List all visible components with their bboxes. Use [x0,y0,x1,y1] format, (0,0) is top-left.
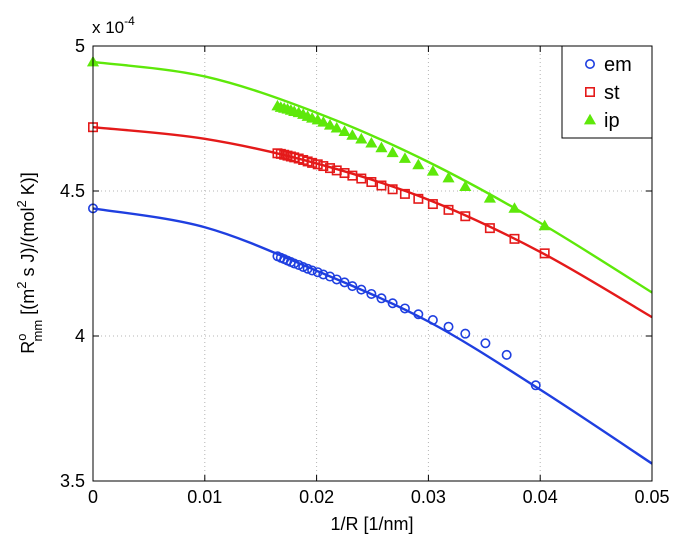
data-point-ip [355,132,368,144]
legend-marker-em [584,58,595,69]
data-point-em [312,267,323,278]
data-point-em [318,269,329,280]
data-point-st [325,163,336,174]
data-point-st [312,159,323,170]
data-point-em [339,277,350,288]
legend: em st ip [561,45,653,139]
data-point-ip [330,121,343,133]
data-point-ip [365,136,378,148]
data-point-st [366,177,377,188]
data-point-em [356,284,367,295]
series-fit-lines [92,60,653,465]
data-point-ip [426,165,439,176]
data-point-ip [508,202,521,213]
x-tick-label: 0.02 [299,487,334,507]
data-point-em [376,293,387,304]
data-point-em [413,309,424,320]
plot-frame [92,45,653,482]
tick-labels: 0 0.01 0.02 0.03 0.04 0.05 3.5 4 4.5 5 [60,36,670,507]
data-point-ip [459,180,472,192]
plot-area [93,46,652,481]
data-point-em [366,288,377,299]
data-point-st [509,233,520,244]
data-point-ip [483,192,496,203]
data-point-em [289,258,300,269]
data-point-st [413,193,424,204]
legend-marker-st [584,87,595,98]
data-point-st [387,184,398,195]
data-point-st [484,223,495,234]
x-tick-label: 0.01 [187,487,222,507]
data-point-st [318,161,329,172]
data-point-ip [375,141,388,153]
x-tick-label: 0.05 [634,487,669,507]
data-point-ip [398,152,411,163]
fit-line-ip [92,60,653,294]
y-axis-label: Romm [(m2 s J)/(mol2 K)] [14,172,45,353]
series-markers [86,55,551,391]
data-point-em [501,349,512,360]
data-point-ip [346,129,359,140]
data-point-ip [317,116,330,127]
data-point-st [356,173,367,184]
data-point-ip [386,146,399,158]
data-point-st [376,180,387,191]
data-point-em [307,265,318,276]
data-point-st [279,149,290,160]
data-point-em [443,321,454,332]
x-tick-label: 0 [88,487,98,507]
y-tick-label: 5 [75,36,85,56]
x-axis-label: 1/R [1/nm] [330,514,413,534]
legend-label-ip: ip [604,110,620,132]
data-point-st [399,188,410,199]
x-tick-label: 0.03 [411,487,446,507]
y-tick-label: 4.5 [60,181,85,201]
data-point-em [298,261,309,272]
legend-marker-ip [583,113,597,125]
x-tick-label: 0.04 [523,487,558,507]
data-point-em [399,303,410,314]
legend-label-em: em [604,54,632,76]
data-point-ip [412,158,425,170]
data-point-ip [442,171,455,183]
data-point-em [347,281,358,292]
fit-line-em [92,207,653,465]
data-point-em [387,298,398,309]
data-point-ip [323,118,337,130]
data-point-st [427,199,438,210]
data-point-em [530,380,541,391]
data-point-em [302,263,313,274]
legend-box [561,45,653,139]
data-point-st [539,248,550,259]
data-point-em [460,328,471,339]
fit-line-st [92,126,653,319]
data-point-ip [338,125,351,136]
data-point-em [480,338,491,349]
data-point-st [275,148,286,159]
legend-label-st: st [604,82,620,104]
data-point-st [307,157,318,168]
data-point-st [282,150,293,161]
data-point-st [460,211,471,222]
y-tick-label: 4 [75,326,85,346]
data-point-ip [538,219,551,231]
y-multiplier: x 10-4 [92,14,135,37]
data-point-st [443,204,454,215]
data-point-em [427,315,438,326]
y-tick-label: 3.5 [60,471,85,491]
